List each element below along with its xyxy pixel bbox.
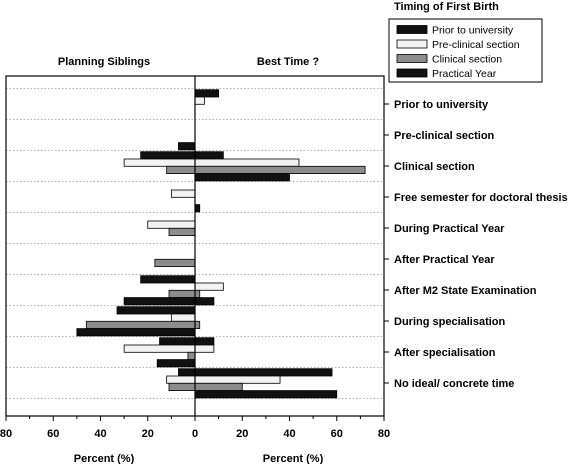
legend-items: Prior to university Pre-clinical section C… bbox=[396, 25, 520, 80]
bar-planning-siblings bbox=[123, 297, 196, 306]
x-tick-label: 80 bbox=[0, 428, 12, 440]
category-label: Pre-clinical section bbox=[394, 130, 495, 142]
bar-planning-siblings bbox=[178, 142, 196, 151]
bar-planning-siblings bbox=[168, 382, 196, 391]
left-x-axis-label: Percent (%) bbox=[74, 453, 135, 464]
x-tick-label: 0 bbox=[192, 428, 198, 440]
legend-entry-label: Prior to university bbox=[432, 25, 514, 37]
bar-best-time bbox=[194, 382, 243, 391]
bar-best-time bbox=[194, 337, 215, 346]
category-label: Prior to university bbox=[394, 99, 489, 111]
x-tick-label: 80 bbox=[378, 428, 390, 440]
left-panel-title: Planning Siblings bbox=[58, 56, 150, 68]
legend-swatch bbox=[396, 68, 428, 78]
bar-planning-siblings bbox=[147, 220, 196, 229]
bar-best-time bbox=[194, 204, 201, 213]
category-label: Free semester for doctoral thesis bbox=[394, 192, 568, 204]
bar-planning-siblings bbox=[178, 368, 196, 377]
bar-best-time bbox=[194, 368, 333, 377]
bar-planning-siblings bbox=[123, 344, 196, 353]
x-tick-label: 60 bbox=[331, 428, 343, 440]
x-tick-label: 40 bbox=[94, 428, 106, 440]
legend-swatch bbox=[396, 39, 428, 49]
x-tick-label: 40 bbox=[283, 428, 295, 440]
x-tick-label: 60 bbox=[47, 428, 59, 440]
bar-best-time bbox=[194, 375, 281, 384]
x-tick-label: 20 bbox=[236, 428, 248, 440]
legend-swatch bbox=[396, 25, 428, 34]
bars bbox=[76, 89, 366, 399]
bar-best-time bbox=[194, 297, 215, 306]
category-label: Clinical section bbox=[394, 161, 475, 173]
legend-entry-label: Clinical section bbox=[432, 54, 502, 66]
bar-planning-siblings bbox=[140, 151, 196, 160]
bar-best-time bbox=[194, 282, 224, 291]
right-panel-title: Best Time ? bbox=[257, 56, 319, 68]
bar-planning-siblings bbox=[154, 258, 196, 267]
category-label: After M2 State Examination bbox=[394, 285, 537, 297]
legend-entry-label: Pre-clinical section bbox=[432, 39, 520, 51]
axes bbox=[5, 75, 389, 421]
category-label: During specialisation bbox=[394, 316, 506, 328]
bar-planning-siblings bbox=[123, 158, 196, 167]
bar-planning-siblings bbox=[170, 313, 196, 322]
bar-planning-siblings bbox=[159, 337, 196, 346]
bar-planning-siblings bbox=[168, 227, 196, 237]
bar-planning-siblings bbox=[140, 275, 196, 284]
bar-best-time bbox=[194, 390, 338, 399]
bar-planning-siblings bbox=[170, 189, 196, 198]
category-labels: Prior to university Pre-clinical section C… bbox=[394, 99, 568, 390]
bar-best-time bbox=[194, 96, 205, 105]
category-label: No ideal/ concrete time bbox=[394, 378, 514, 390]
bar-planning-siblings bbox=[156, 359, 196, 368]
category-label: During Practical Year bbox=[394, 223, 505, 235]
bar-best-time bbox=[194, 173, 290, 182]
legend-swatch bbox=[396, 54, 428, 63]
bar-planning-siblings bbox=[187, 351, 196, 360]
category-label: After Practical Year bbox=[394, 254, 495, 266]
bar-best-time bbox=[194, 151, 224, 160]
bar-best-time bbox=[194, 320, 201, 329]
bar-best-time bbox=[194, 344, 215, 353]
bar-planning-siblings bbox=[166, 165, 196, 175]
bar-best-time bbox=[194, 165, 366, 175]
legend-entry-label: Practical Year bbox=[432, 68, 497, 80]
right-x-axis-label: Percent (%) bbox=[263, 453, 324, 464]
legend: Timing of First Birth Prior to universit… bbox=[388, 1, 543, 83]
category-label: After specialisation bbox=[394, 347, 496, 359]
bar-planning-siblings bbox=[166, 375, 196, 384]
x-tick-label: 20 bbox=[142, 428, 154, 440]
bar-planning-siblings bbox=[85, 320, 196, 329]
bar-best-time bbox=[194, 158, 300, 167]
bar-planning-siblings bbox=[168, 289, 196, 298]
bar-best-time bbox=[194, 289, 201, 298]
legend-title: Timing of First Birth bbox=[394, 1, 499, 13]
bar-best-time bbox=[194, 89, 220, 98]
tick-labels: 80 60 40 20 0 20 40 60 80 bbox=[0, 428, 390, 440]
bar-planning-siblings bbox=[116, 306, 196, 315]
bar-planning-siblings bbox=[76, 328, 196, 337]
